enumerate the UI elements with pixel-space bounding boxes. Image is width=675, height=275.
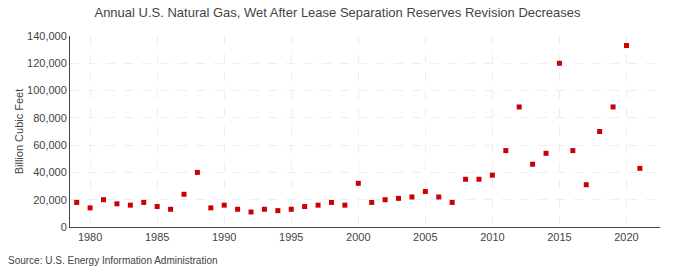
svg-text:140,000: 140,000: [27, 30, 67, 42]
svg-text:40,000: 40,000: [33, 166, 67, 178]
svg-text:100,000: 100,000: [27, 84, 67, 96]
svg-text:80,000: 80,000: [33, 112, 67, 124]
svg-text:1990: 1990: [212, 231, 236, 243]
svg-text:2015: 2015: [547, 231, 571, 243]
svg-text:120,000: 120,000: [27, 57, 67, 69]
svg-text:2005: 2005: [413, 231, 437, 243]
svg-text:1995: 1995: [279, 231, 303, 243]
svg-text:2000: 2000: [346, 231, 370, 243]
svg-text:2020: 2020: [614, 231, 638, 243]
svg-text:1985: 1985: [145, 231, 169, 243]
svg-text:1980: 1980: [78, 231, 102, 243]
svg-text:20,000: 20,000: [33, 194, 67, 206]
svg-text:60,000: 60,000: [33, 139, 67, 151]
svg-text:2010: 2010: [480, 231, 504, 243]
svg-text:Annual U.S. Natural Gas, Wet A: Annual U.S. Natural Gas, Wet After Lease…: [94, 5, 581, 20]
svg-text:0: 0: [61, 221, 67, 233]
svg-text:Source: U.S. Energy Informatio: Source: U.S. Energy Information Administ…: [8, 255, 218, 266]
svg-text:Billion Cubic Feet: Billion Cubic Feet: [13, 89, 25, 175]
